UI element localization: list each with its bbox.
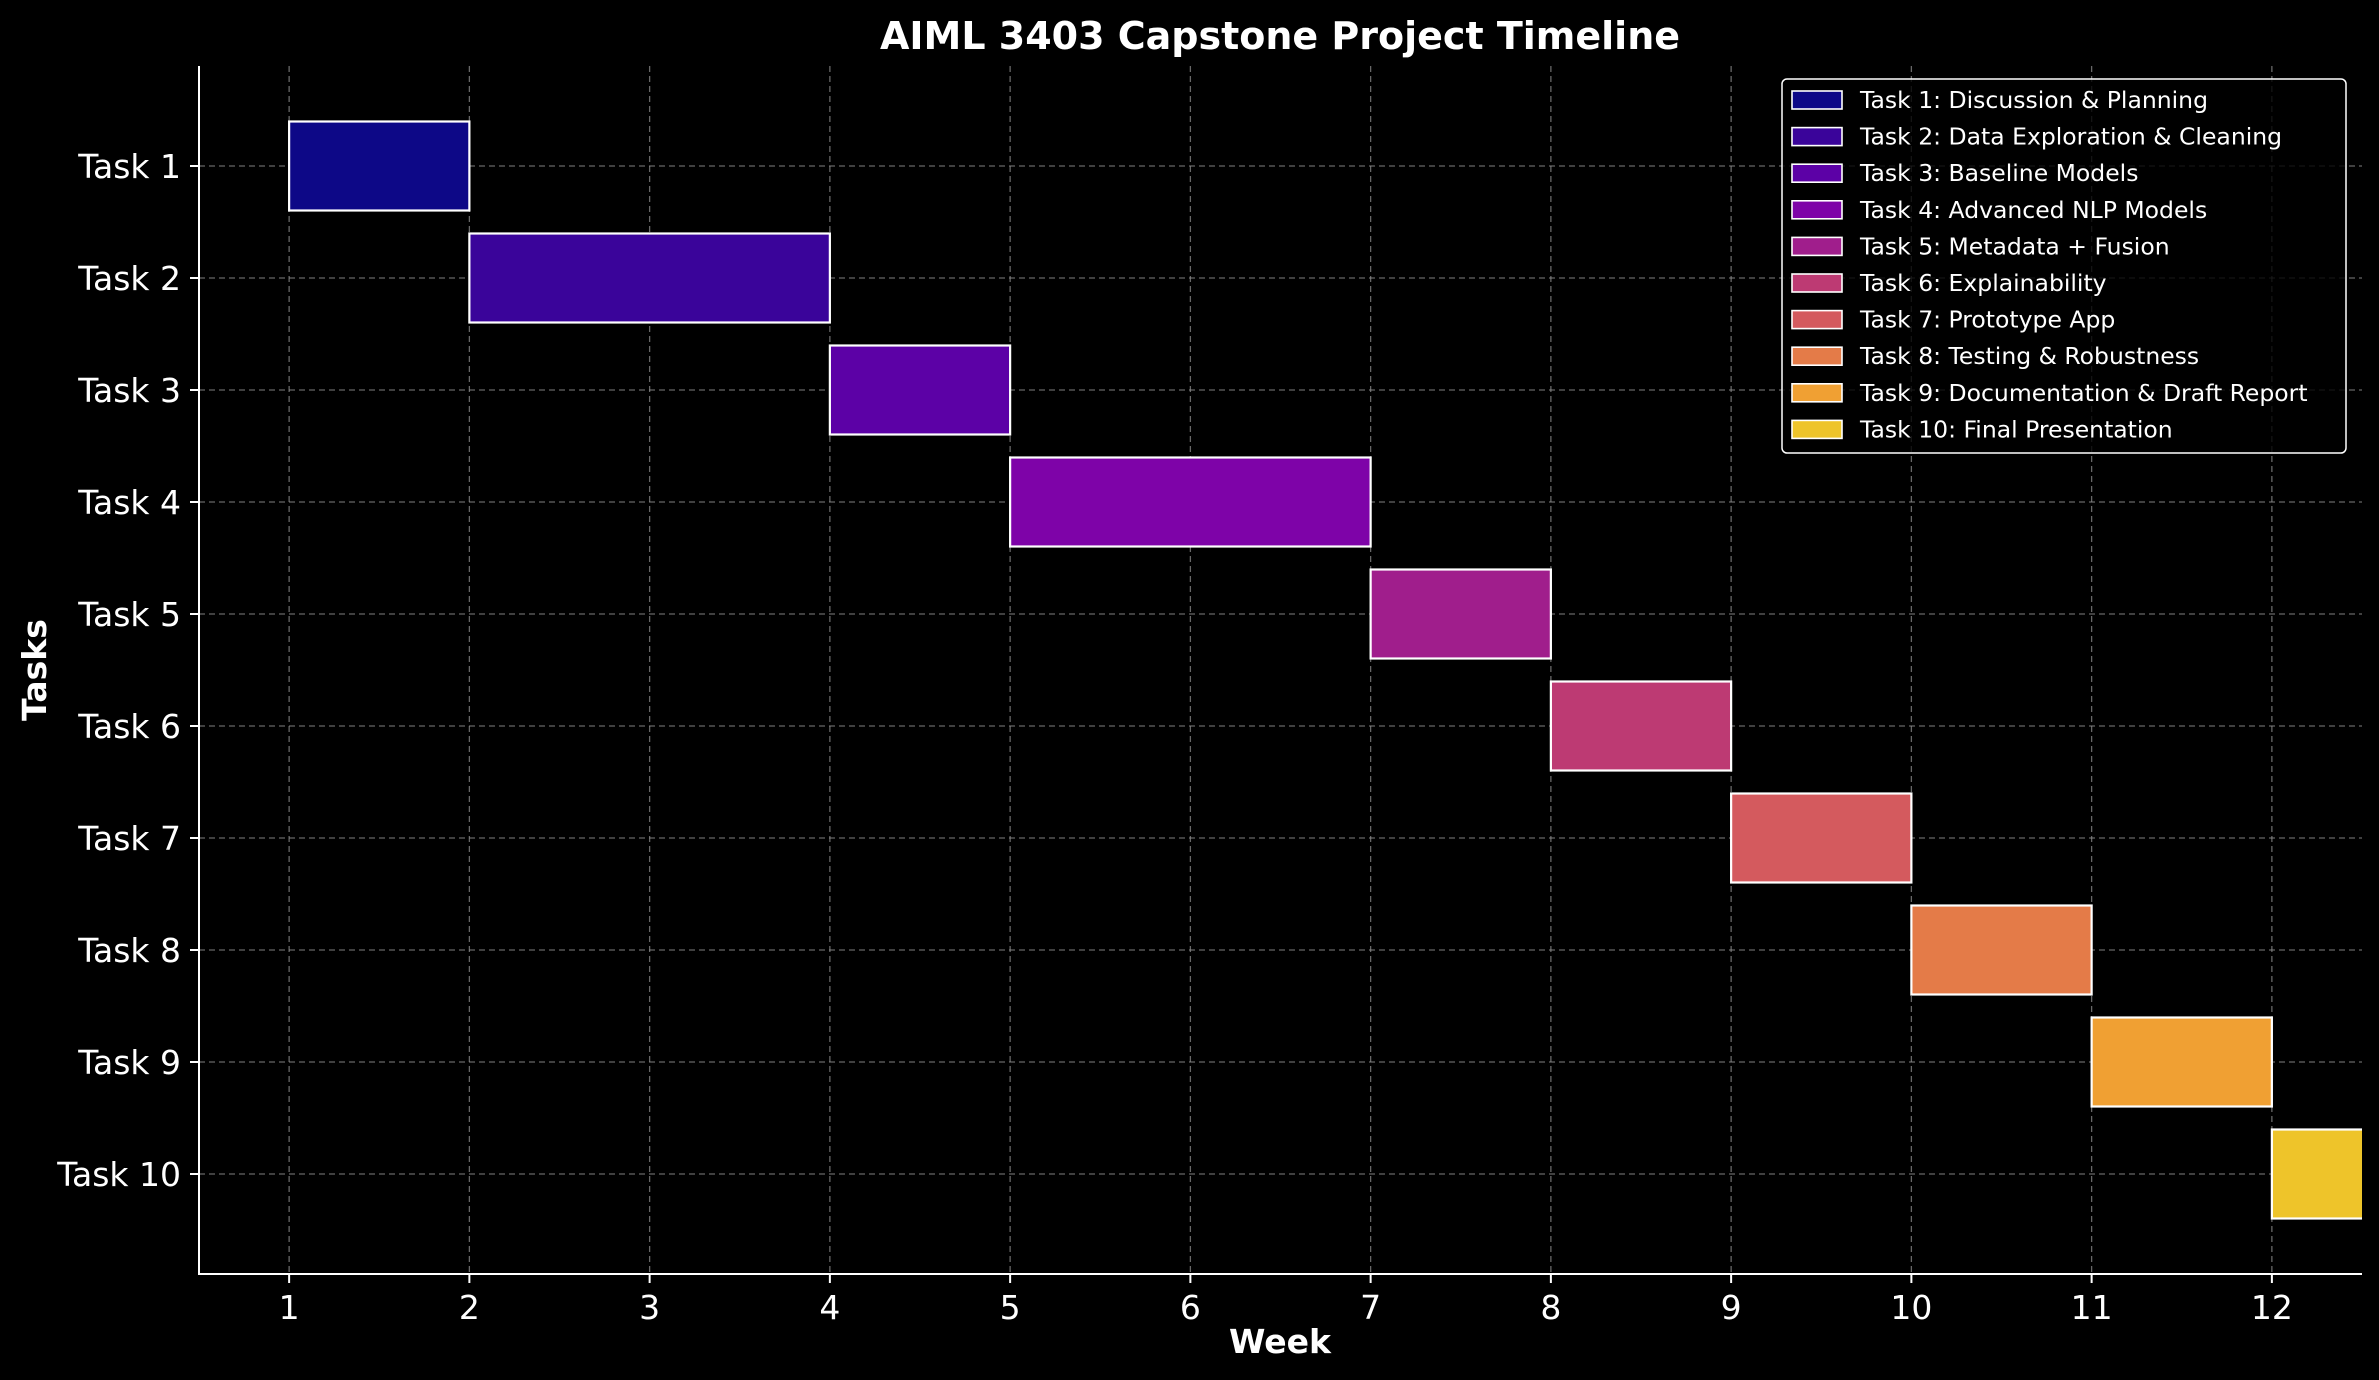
legend-label: Task 5: Metadata + Fusion <box>1859 232 2170 260</box>
bars <box>288 120 2362 1220</box>
legend-swatch <box>1791 346 1843 367</box>
bar-task-10 <box>2270 1128 2362 1220</box>
chart-title: AIML 3403 Capstone Project Timeline <box>880 14 1680 58</box>
bar-task-3 <box>828 344 1012 436</box>
legend-label: Task 2: Data Exploration & Cleaning <box>1859 123 2282 151</box>
y-tick-label: Task 9 <box>77 1043 181 1082</box>
y-tick-label: Task 5 <box>77 595 181 634</box>
legend-label: Task 9: Documentation & Draft Report <box>1859 379 2308 407</box>
y-tick-label: Task 4 <box>77 483 181 522</box>
x-tick-label: 3 <box>639 1288 660 1327</box>
legend-swatch <box>1791 273 1843 293</box>
legend-swatch <box>1791 382 1843 403</box>
y-axis-label: Tasks <box>15 619 54 721</box>
x-tick-label: 4 <box>819 1288 840 1327</box>
y-tick-label: Task 3 <box>77 371 181 410</box>
y-tick-label: Task 6 <box>77 707 181 746</box>
x-axis-label: Week <box>1229 1322 1332 1361</box>
bar-task-5 <box>1369 568 1552 660</box>
x-tick-label: 8 <box>1540 1288 1561 1327</box>
bar-task-1 <box>288 120 471 212</box>
bar-task-2 <box>468 232 831 324</box>
axes <box>198 66 2362 1275</box>
legend-swatch <box>1791 236 1843 257</box>
y-tick-label: Task 7 <box>77 819 181 858</box>
x-tick-label: 5 <box>1000 1288 1021 1327</box>
bar-task-6 <box>1549 680 1733 772</box>
bar-task-7 <box>1730 792 1913 884</box>
x-tick-label: 11 <box>2071 1288 2113 1327</box>
x-tick-label: 9 <box>1721 1288 1742 1327</box>
bar-task-4 <box>1009 456 1372 548</box>
bar-task-9 <box>2090 1016 2273 1108</box>
x-tick-label: 7 <box>1360 1288 1381 1327</box>
legend: Task 1: Discussion & Planning Task 2: Dat… <box>1781 78 2347 454</box>
legend-swatch <box>1791 90 1843 110</box>
legend-label: Task 6: Explainability <box>1859 269 2107 297</box>
y-tick-label: Task 1 <box>77 147 181 186</box>
y-tick-label: Task 2 <box>77 259 181 298</box>
y-tick-label: Task 10 <box>56 1155 181 1194</box>
x-tick-label: 6 <box>1180 1288 1201 1327</box>
legend-frame <box>1781 78 2347 454</box>
legend-swatch <box>1791 163 1843 183</box>
legend-swatch <box>1791 309 1843 330</box>
legend-swatch <box>1791 126 1843 147</box>
x-tick-label: 1 <box>279 1288 300 1327</box>
legend-label: Task 3: Baseline Models <box>1859 159 2138 187</box>
x-tick-label: 12 <box>2251 1288 2293 1327</box>
legend-swatch <box>1791 419 1843 440</box>
x-tick-label: 10 <box>1890 1288 1932 1327</box>
legend-label: Task 10: Final Presentation <box>1859 415 2173 443</box>
x-tick-label: 2 <box>459 1288 480 1327</box>
bar-task-8 <box>1910 904 2093 996</box>
y-tick-label: Task 8 <box>77 931 181 970</box>
legend-label: Task 7: Prototype App <box>1859 306 2115 334</box>
legend-label: Task 4: Advanced NLP Models <box>1859 196 2207 224</box>
legend-label: Task 8: Testing & Robustness <box>1859 342 2199 370</box>
legend-label: Task 1: Discussion & Planning <box>1859 86 2208 114</box>
legend-swatch <box>1791 200 1843 220</box>
